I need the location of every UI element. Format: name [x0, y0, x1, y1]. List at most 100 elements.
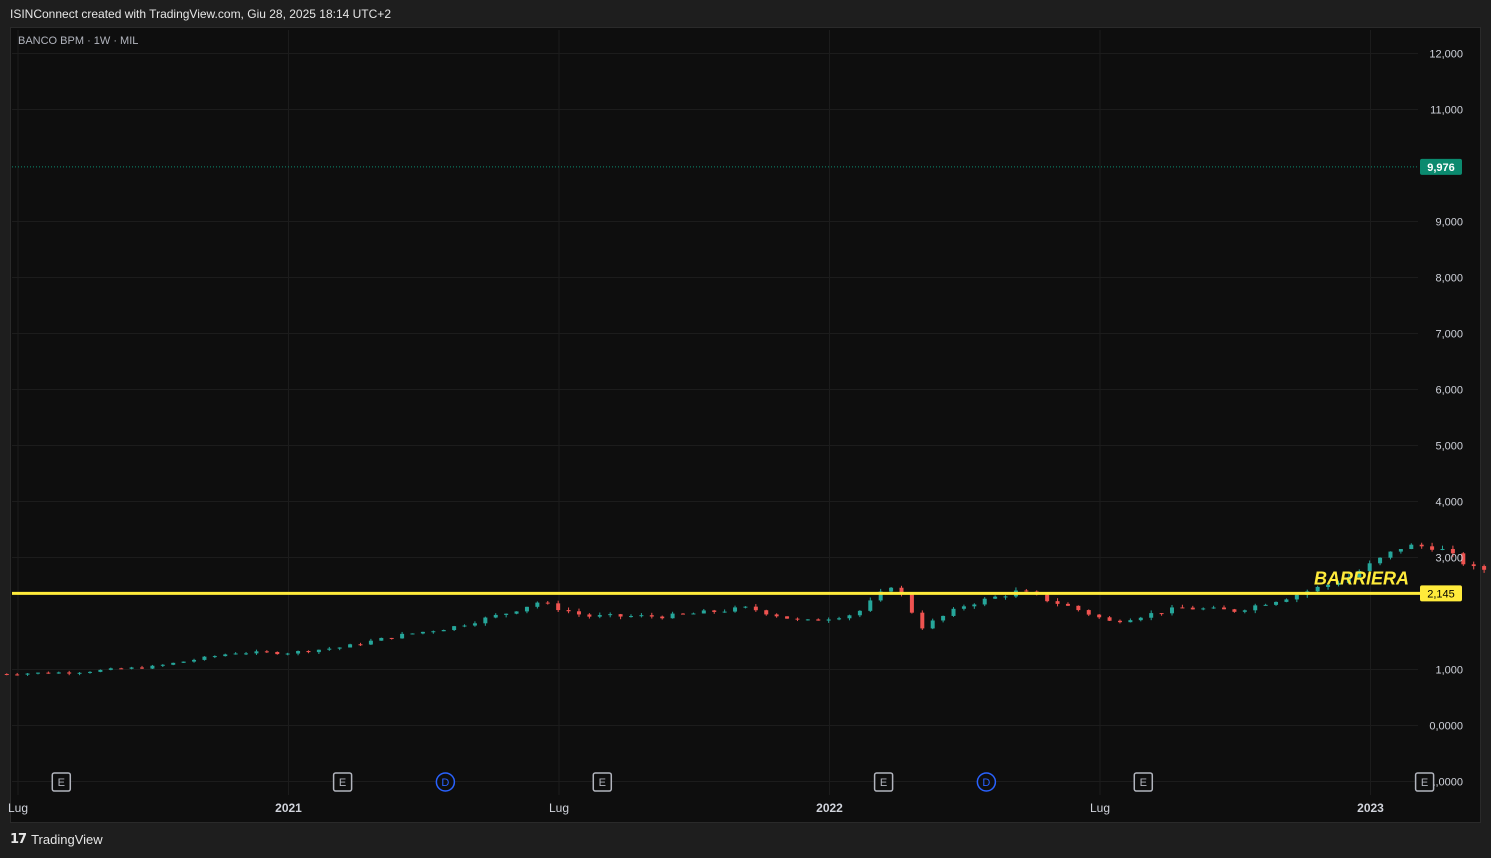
barrier-label: BARRIERA: [1314, 568, 1409, 588]
candle-body: [1024, 590, 1029, 592]
candle-body: [150, 665, 155, 669]
candle-body: [1086, 610, 1091, 615]
candle-body: [15, 674, 20, 676]
candle-body: [774, 614, 779, 617]
chart-frame[interactable]: [10, 27, 1481, 823]
candle-body: [691, 613, 696, 615]
event-marker-E[interactable]: E: [51, 772, 72, 792]
candle-body: [681, 613, 686, 615]
candle-body: [181, 661, 186, 663]
candle-body: [368, 640, 373, 645]
candle-body: [1138, 617, 1143, 621]
last-price-label-bg: [1420, 158, 1462, 175]
earnings-icon-glyph: E: [1140, 777, 1147, 789]
earnings-icon: [1133, 772, 1154, 792]
candle-body: [56, 672, 61, 674]
candle-body: [420, 631, 425, 634]
footer-brand-label: TradingView: [31, 832, 103, 847]
candle-body: [119, 668, 124, 670]
x-tick-label: Lug: [1090, 801, 1110, 815]
candle-body: [857, 610, 862, 616]
y-tick-label: 11,000: [1430, 105, 1463, 117]
candle-body: [379, 637, 384, 641]
candle-body: [847, 615, 852, 619]
candle-body: [108, 668, 113, 670]
candle-body: [1315, 586, 1320, 592]
candle-body: [795, 618, 800, 620]
y-tick-label: 1,000: [1435, 665, 1463, 677]
y-tick-label: 9,000: [1435, 217, 1463, 229]
candle-body: [337, 647, 342, 649]
event-marker-D[interactable]: D: [435, 772, 456, 792]
y-tick-label: 3,000: [1435, 553, 1463, 565]
event-markers: EEDEEDEEDEEDEDEDE: [51, 772, 1435, 792]
candle-body: [909, 593, 914, 613]
x-tick-label: Lug: [549, 801, 569, 815]
candle-body: [1253, 605, 1258, 611]
candle-body: [1149, 613, 1154, 618]
last-price-label: 9,976: [1427, 162, 1455, 174]
candle-body: [472, 623, 477, 626]
y-tick-label: 5,000: [1435, 441, 1463, 453]
candle-body: [618, 614, 623, 617]
barrier-price-label-bg: [1420, 585, 1462, 602]
candle-body: [1180, 607, 1185, 609]
candle-body: [951, 608, 956, 616]
candle-body: [733, 607, 738, 612]
y-tick-label: 8,000: [1435, 273, 1463, 285]
candle-body: [400, 633, 405, 639]
candle-body: [1430, 546, 1435, 550]
candle-body: [1461, 553, 1466, 565]
candle-body: [254, 651, 259, 654]
candle-body: [160, 664, 165, 666]
tradingview-logo-icon: 17: [10, 832, 27, 847]
candle-body: [192, 659, 197, 662]
candle-body: [264, 651, 269, 653]
earnings-icon-glyph: E: [339, 777, 346, 789]
candle-body: [628, 616, 633, 618]
candle-body: [493, 614, 498, 618]
candle-body: [639, 615, 644, 617]
candle-body: [316, 649, 321, 653]
event-marker-E[interactable]: E: [592, 772, 613, 792]
candle-body: [566, 610, 571, 612]
candle-body: [129, 667, 134, 669]
candle-body: [285, 653, 290, 655]
event-marker-E[interactable]: E: [1133, 772, 1154, 792]
candle-body: [1326, 584, 1331, 587]
y-tick-label: 12,000: [1429, 49, 1463, 61]
x-tick-label: 2023: [1357, 801, 1384, 815]
y-tick-label: 6,000: [1435, 385, 1463, 397]
candle-body: [649, 615, 654, 617]
candle-body: [348, 644, 353, 648]
candle-body: [878, 591, 883, 601]
y-tick-label: 4,000: [1435, 497, 1463, 509]
footer-brand[interactable]: 17 TradingView: [10, 832, 103, 847]
y-axis: 12,000 11,000 9,000 8,000 7,000 6,000 5,000 4,0…: [1420, 49, 1463, 789]
event-marker-E[interactable]: E: [873, 772, 894, 792]
candle-body: [441, 630, 446, 632]
candle-body: [87, 671, 92, 673]
chart-header: ISINConnect created with TradingView.com…: [10, 7, 391, 21]
candle-body: [930, 620, 935, 629]
candle-body: [1055, 601, 1060, 604]
candle-body: [1045, 594, 1050, 602]
earnings-icon: [51, 772, 72, 792]
candle-body: [504, 613, 509, 615]
event-marker-E[interactable]: E: [1414, 772, 1435, 792]
candle-body: [993, 596, 998, 599]
candle-body: [1065, 603, 1070, 606]
candle-body: [868, 600, 873, 611]
candle-body: [1242, 610, 1247, 612]
event-marker-E[interactable]: E: [332, 772, 353, 792]
event-marker-D[interactable]: D: [976, 772, 997, 792]
earnings-icon: [873, 772, 894, 792]
candle-body: [98, 669, 103, 672]
dividend-icon: [435, 772, 456, 792]
x-tick-label: 2021: [275, 801, 302, 815]
x-tick-label: 2022: [816, 801, 843, 815]
candle-body: [785, 616, 790, 619]
earnings-icon: [592, 772, 613, 792]
symbol-legend[interactable]: BANCO BPM · 1W · MIL: [18, 35, 139, 47]
